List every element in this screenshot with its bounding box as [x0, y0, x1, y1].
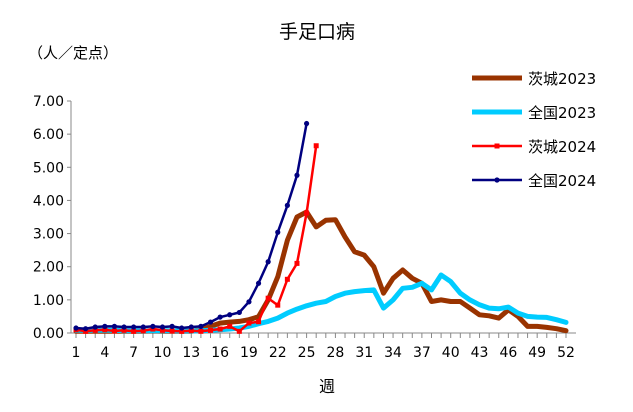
series-line-茨城2023	[73, 209, 569, 334]
data-point	[294, 172, 300, 178]
data-point	[265, 259, 271, 265]
data-point	[111, 323, 118, 329]
data-point	[284, 276, 290, 282]
data-point	[169, 328, 175, 334]
data-point	[83, 328, 89, 334]
data-point	[207, 319, 214, 325]
y-axis-unit-label: （人／定点）	[28, 44, 118, 62]
legend-label: 全国2024	[528, 172, 596, 190]
y-tick-label: 4.00	[33, 193, 64, 209]
data-point	[169, 323, 175, 329]
x-tick-label: 13	[182, 345, 200, 361]
y-tick-label: 1.00	[33, 293, 64, 309]
data-point	[236, 328, 242, 334]
data-point	[73, 325, 79, 331]
data-point	[121, 324, 127, 330]
x-tick-label: 7	[129, 345, 138, 361]
data-point	[140, 328, 146, 334]
y-tick-label: 5.00	[33, 160, 64, 176]
data-point	[92, 327, 98, 333]
data-point	[284, 202, 290, 208]
data-point	[294, 260, 300, 266]
data-point	[304, 210, 310, 216]
data-point	[83, 326, 89, 332]
data-point	[275, 302, 281, 308]
x-tick-label: 28	[326, 345, 344, 361]
y-tick-label: 6.00	[33, 127, 64, 143]
data-point	[246, 320, 252, 326]
y-tick-label: 2.00	[33, 260, 64, 276]
legend-label: 茨城2024	[528, 138, 596, 156]
data-point	[303, 120, 310, 127]
y-tick-label: 0.00	[33, 326, 64, 342]
data-point	[217, 326, 223, 332]
data-point	[208, 327, 214, 333]
data-point	[265, 295, 271, 301]
x-tick-label: 22	[269, 345, 287, 361]
x-tick-label: 31	[355, 345, 373, 361]
x-tick-label: 40	[442, 345, 460, 361]
data-point	[92, 324, 98, 330]
data-point	[159, 327, 165, 333]
data-point	[217, 314, 223, 320]
data-point	[188, 328, 194, 334]
legend-label: 茨城2023	[528, 70, 596, 88]
legend-marker	[494, 143, 500, 149]
data-point	[140, 324, 146, 330]
data-point	[121, 327, 127, 333]
x-tick-label: 10	[154, 345, 172, 361]
legend-marker	[494, 177, 500, 183]
data-point	[131, 324, 137, 330]
data-point	[256, 319, 262, 325]
x-tick-label: 52	[557, 345, 575, 361]
y-tick-label: 3.00	[33, 227, 64, 243]
data-point	[198, 323, 204, 329]
data-point	[227, 323, 233, 329]
data-point	[198, 328, 204, 334]
data-point	[275, 229, 281, 235]
x-tick-label: 4	[100, 345, 109, 361]
data-point	[102, 323, 108, 329]
data-point	[150, 323, 156, 329]
data-point	[179, 328, 185, 334]
chart-title: 手足口病	[279, 21, 355, 43]
data-point	[179, 325, 185, 331]
data-point	[131, 328, 137, 334]
legend-label: 全国2023	[528, 104, 596, 122]
data-point	[111, 328, 117, 334]
x-tick-label: 46	[499, 345, 517, 361]
x-tick-label: 37	[413, 345, 431, 361]
x-tick-label: 49	[528, 345, 546, 361]
data-point	[188, 324, 194, 330]
x-axis-label: 週	[319, 377, 335, 396]
series-line-全国2024	[74, 122, 308, 330]
x-tick-label: 16	[211, 345, 229, 361]
x-tick-label: 1	[72, 345, 81, 361]
x-tick-label: 34	[384, 345, 402, 361]
data-point	[227, 312, 233, 318]
x-tick-label: 25	[298, 345, 316, 361]
data-point	[246, 299, 252, 305]
data-point	[159, 324, 166, 330]
data-point	[313, 143, 319, 149]
x-tick-label: 19	[240, 345, 258, 361]
data-point	[102, 327, 108, 333]
data-point	[255, 280, 262, 286]
data-point	[150, 326, 156, 332]
data-point	[236, 309, 242, 316]
x-tick-label: 43	[471, 345, 489, 361]
series-line-全国2023	[73, 272, 569, 334]
y-tick-label: 7.00	[33, 94, 64, 110]
